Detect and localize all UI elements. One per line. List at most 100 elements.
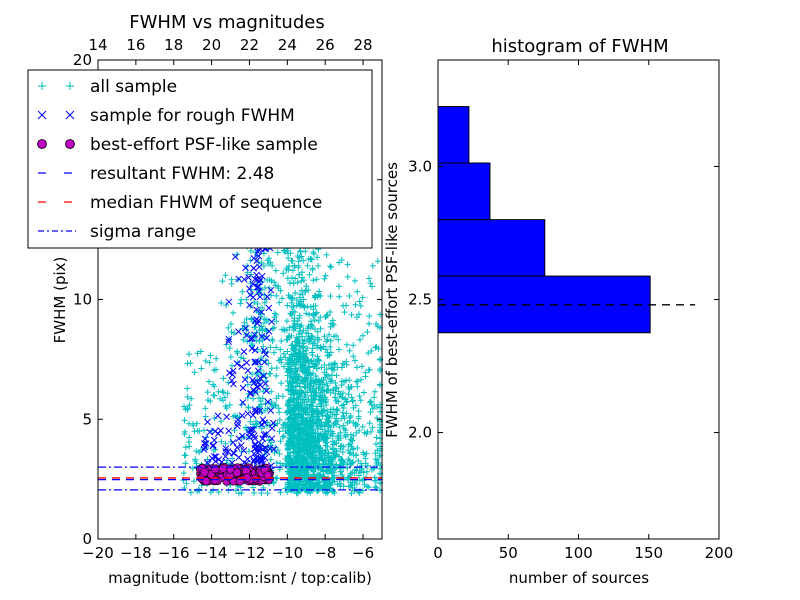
all-sample-point [328,377,335,384]
all-sample-point [247,257,254,264]
rough-sample-point [249,280,257,288]
all-sample-point [338,442,345,449]
all-sample-point [273,372,280,379]
all-sample-point [289,440,296,447]
all-sample-point [273,459,280,466]
all-sample-point [294,356,301,363]
all-sample-point [305,455,312,462]
all-sample-point [366,313,373,320]
legend-label: median FHWM of sequence [90,193,322,213]
all-sample-point [278,338,285,345]
all-sample-point [321,435,328,442]
all-sample-point [290,383,297,390]
rough-sample-point [261,419,268,427]
all-sample-point [188,489,195,496]
all-sample-point [323,366,330,373]
left-x-axis-label: magnitude (bottom:isnt / top:calib) [108,569,372,587]
all-sample-point [251,489,258,496]
rough-sample-point [263,448,271,456]
rough-sample-point [246,301,254,309]
all-sample-point [202,358,209,365]
all-sample-point [299,486,306,493]
legend-entry: all sample [38,77,177,97]
all-sample-point [314,328,321,335]
all-sample-point [313,379,320,386]
all-sample-point [324,443,331,450]
all-sample-point [289,458,296,465]
all-sample-point [347,450,354,457]
all-sample-point [332,394,339,401]
rough-sample-point [251,317,259,325]
all-sample-point [355,408,362,415]
all-sample-point [325,422,332,429]
all-sample-point [301,383,308,390]
rough-sample-point [256,293,264,301]
all-sample-point [284,302,291,309]
all-sample-point [288,312,295,319]
all-sample-point [304,467,311,474]
all-sample-point [217,395,224,402]
all-sample-point [293,296,300,303]
all-sample-point [218,418,225,425]
all-sample-point [320,343,327,350]
all-sample-point [273,364,280,371]
all-sample-point [317,325,324,332]
fwhm-vs-magnitude-panel: FWHM vs magnitudes −20 −18 −16 −14 −12 −10 −8−… [51,12,384,587]
right-y-tick-label: 2.0 [408,424,432,442]
all-sample-point [274,420,281,427]
rough-sample-point [256,407,264,415]
all-sample-point [298,405,305,412]
all-sample-point [346,414,353,421]
rough-sample-point [253,443,261,451]
rough-sample-point [250,456,258,464]
all-sample-point [247,418,254,425]
all-sample-point [308,440,315,447]
all-sample-point [184,406,191,413]
all-sample-point [353,378,360,385]
rough-sample-point [224,448,232,456]
rough-sample-point [252,358,259,366]
all-sample-point [359,294,366,301]
all-sample-point [361,451,368,458]
all-sample-point [264,405,271,412]
legend-box [27,69,373,249]
all-sample-point [317,485,324,492]
all-sample-point [276,428,283,435]
rough-sample-point [258,333,266,340]
all-sample-point [331,453,338,460]
rough-sample-point [267,407,275,414]
all-sample-point [310,249,317,256]
all-sample-point [290,397,297,404]
all-sample-point [344,465,351,472]
all-sample-point [249,371,256,378]
all-sample-point [334,406,341,413]
all-sample-point [181,430,188,437]
all-sample-point [338,256,345,263]
all-sample-point [314,438,321,445]
rough-sample-point [245,273,252,281]
all-sample-point [273,311,280,318]
all-sample-point [284,378,291,385]
all-sample-point [371,477,378,484]
all-sample-point [339,449,346,456]
rough-sample-point [268,318,276,326]
all-sample-point [356,393,363,400]
all-sample-point [219,278,226,285]
all-sample-point [316,288,323,295]
all-sample-point [348,460,355,467]
rough-sample-point [206,428,214,436]
rough-sample-point [262,380,269,387]
legend-label: sigma range [90,222,196,242]
all-sample-point [309,340,316,347]
all-sample-point [346,377,353,384]
all-sample-point [372,456,379,463]
left-x-tick-label: −10 [272,544,304,562]
all-sample-point [238,401,245,408]
all-sample-point [285,360,292,367]
all-sample-point [271,324,278,331]
all-sample-point [308,358,315,365]
all-sample-point [345,456,352,463]
all-sample-point [300,482,307,489]
all-sample-point [284,407,291,414]
all-sample-point [325,372,332,379]
